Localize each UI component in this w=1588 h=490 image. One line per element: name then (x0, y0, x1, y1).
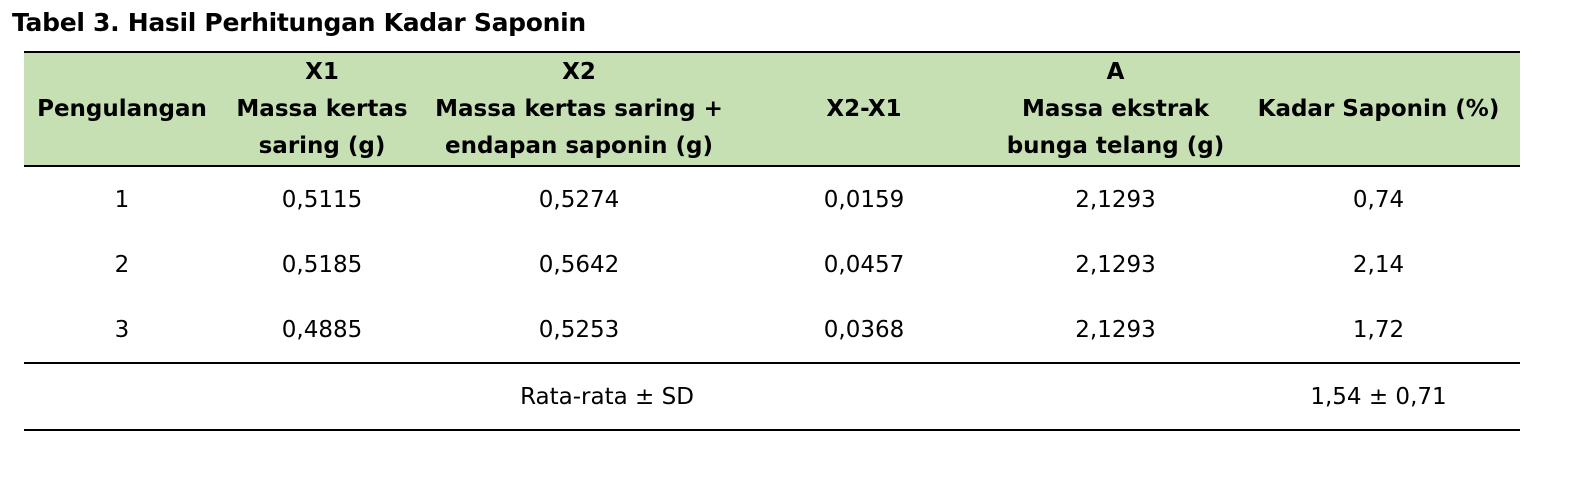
cell-a: 2,1293 (1075, 316, 1156, 343)
cell-a: 2,1293 (1075, 186, 1156, 213)
saponin-table: Pengulangan X1 Massa kertas saring (g) X… (24, 51, 1520, 431)
header-kadar-saponin: Kadar Saponin (%) (1237, 51, 1520, 167)
cell-x2: 0,5253 (538, 316, 620, 343)
cell-x2-x1: 0,0368 (823, 316, 905, 343)
header-pengulangan: Pengulangan (24, 51, 220, 167)
cell-kadar: 2,14 (1352, 251, 1405, 278)
header-x2: X2 Massa kertas saring + endapan saponin… (424, 51, 734, 167)
cell-x2: 0,5274 (538, 186, 620, 213)
table-row: 2 0,5185 0,5642 0,0457 2,1293 2,14 (24, 232, 1520, 297)
header-a: A Massa ekstrak bunga telang (g) (994, 51, 1237, 167)
summary-value: 1,54 ± 0,71 (1237, 362, 1520, 431)
cell-x2: 0,5642 (538, 251, 620, 278)
header-x2-x1: X2-X1 (734, 51, 994, 167)
cell-x1: 0,4885 (281, 316, 363, 343)
header-x1: X1 Massa kertas saring (g) (220, 51, 424, 167)
cell-pengulangan: 3 (114, 316, 130, 343)
summary-row: Rata-rata ± SD 1,54 ± 0,71 (24, 362, 1520, 431)
header-row: Pengulangan X1 Massa kertas saring (g) X… (24, 51, 1520, 167)
table-row: 1 0,5115 0,5274 0,0159 2,1293 0,74 (24, 166, 1520, 232)
cell-pengulangan: 2 (114, 251, 130, 278)
cell-a: 2,1293 (1075, 251, 1156, 278)
cell-pengulangan: 1 (114, 186, 130, 213)
cell-x1: 0,5115 (281, 186, 363, 213)
cell-x2-x1: 0,0457 (823, 251, 905, 278)
cell-x1: 0,5185 (281, 251, 363, 278)
cell-kadar: 1,72 (1352, 316, 1405, 343)
summary-label: Rata-rata ± SD (24, 362, 994, 431)
table-row: 3 0,4885 0,5253 0,0368 2,1293 1,72 (24, 297, 1520, 363)
table-title: Tabel 3. Hasil Perhitungan Kadar Saponin (12, 8, 586, 37)
summary-empty (994, 362, 1237, 431)
cell-kadar: 0,74 (1352, 186, 1405, 213)
cell-x2-x1: 0,0159 (823, 186, 905, 213)
